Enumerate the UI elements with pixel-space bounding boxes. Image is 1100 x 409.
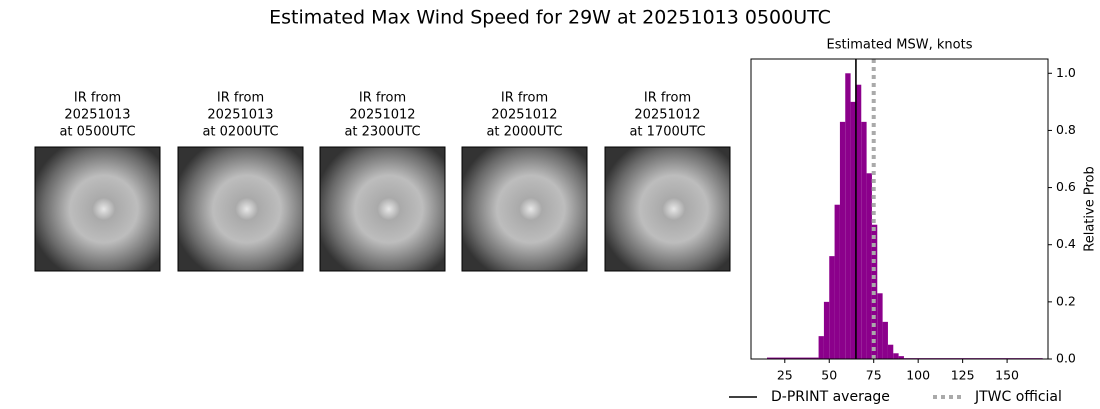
x-tick-label: 125: [951, 368, 975, 383]
x-tick-label: 25: [777, 368, 793, 383]
image-caption: at 0500UTC: [59, 125, 135, 140]
ir-image: [177, 146, 304, 272]
legend-label: D-PRINT average: [771, 389, 890, 405]
hist-bar: [850, 101, 856, 359]
legend-label: JTWC official: [974, 389, 1062, 405]
hist-bar: [855, 84, 862, 359]
ir-image: [34, 146, 161, 272]
y-tick-label: 0.6: [1056, 179, 1076, 194]
image-caption: IR from: [501, 91, 548, 106]
plot-frame: [750, 58, 1049, 360]
y-tick-label: 0.2: [1056, 293, 1076, 308]
x-tick-label: 150: [995, 368, 1019, 383]
ir-image: [461, 146, 588, 272]
hist-bar: [898, 356, 904, 359]
x-tick-label: 75: [866, 368, 882, 383]
y-axis-label: Relative Prob: [1083, 166, 1098, 251]
image-caption: at 2300UTC: [344, 125, 420, 140]
image-caption: at 2000UTC: [486, 125, 562, 140]
image-caption: 20251013: [207, 108, 273, 123]
x-tick-label: 50: [821, 368, 837, 383]
hist-bar: [829, 256, 835, 359]
image-caption: IR from: [359, 91, 406, 106]
ir-image: [319, 146, 446, 272]
hist-bar: [823, 301, 830, 359]
hist-bar: [882, 321, 888, 359]
hist-bar: [861, 121, 867, 359]
hist-bar: [877, 293, 883, 359]
image-caption: IR from: [74, 91, 121, 106]
hist-bar: [818, 336, 824, 359]
y-tick-label: 0.8: [1056, 122, 1076, 137]
image-caption: 20251012: [491, 108, 557, 123]
image-caption: IR from: [644, 91, 691, 106]
ir-image: [604, 146, 731, 272]
hist-bar: [866, 173, 872, 359]
hist-bar: [839, 121, 846, 359]
hist-bar: [893, 353, 899, 359]
x-tick-label: 100: [906, 368, 930, 383]
chart-title: Estimated MSW, knots: [827, 38, 973, 53]
y-tick-label: 0.0: [1056, 351, 1076, 366]
hist-bar: [845, 73, 851, 360]
image-caption: 20251012: [349, 108, 415, 123]
image-caption: 20251013: [64, 108, 130, 123]
image-caption: at 1700UTC: [629, 125, 705, 140]
image-caption: 20251012: [634, 108, 700, 123]
figure-title: Estimated Max Wind Speed for 29W at 2025…: [269, 7, 831, 29]
hist-bar: [834, 204, 840, 359]
y-tick-label: 0.4: [1056, 236, 1076, 251]
image-caption: at 0200UTC: [202, 125, 278, 140]
hist-bar: [887, 344, 894, 359]
image-caption: IR from: [217, 91, 264, 106]
hist-bar: [767, 357, 819, 359]
y-tick-label: 1.0: [1056, 65, 1076, 80]
